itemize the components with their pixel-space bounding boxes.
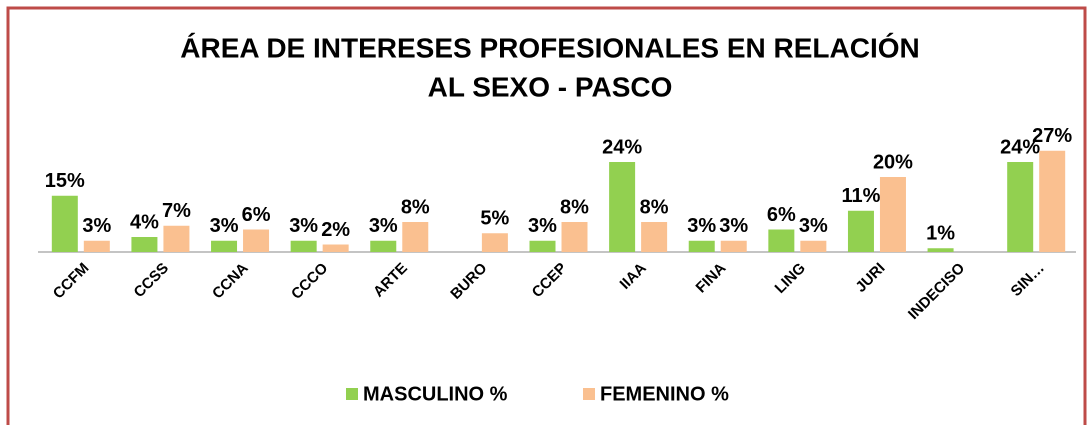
legend-swatch — [583, 388, 595, 400]
bar — [688, 240, 715, 252]
data-label: 20% — [873, 151, 913, 173]
bar — [243, 229, 270, 252]
data-label: 3% — [799, 215, 828, 237]
data-label: 8% — [560, 196, 589, 218]
data-label: 27% — [1032, 125, 1072, 147]
bar — [641, 222, 668, 252]
bar — [1007, 162, 1034, 252]
chart-title: ÁREA DE INTERESES PROFESIONALES EN RELAC… — [180, 32, 920, 63]
data-label: 24% — [602, 136, 642, 158]
bar — [83, 240, 110, 252]
bar — [481, 233, 508, 252]
data-label: 3% — [719, 215, 748, 237]
bar — [800, 240, 827, 252]
data-label: 6% — [767, 204, 796, 226]
bar — [322, 244, 349, 252]
data-label: 11% — [841, 185, 880, 207]
legend-label: FEMENINO % — [600, 383, 729, 405]
bar — [561, 222, 588, 252]
bar — [51, 195, 78, 252]
data-label: 1% — [926, 223, 955, 245]
bar — [131, 237, 158, 252]
legend-swatch — [346, 388, 358, 400]
bar — [290, 240, 317, 252]
data-label: 3% — [210, 215, 239, 237]
bar — [163, 225, 190, 252]
data-label: 15% — [45, 170, 85, 192]
bar — [370, 240, 397, 252]
bar — [720, 240, 747, 252]
data-label: 24% — [1000, 136, 1040, 158]
data-label: 3% — [82, 215, 111, 237]
chart-title: AL SEXO - PASCO — [428, 71, 673, 102]
bar — [847, 210, 874, 252]
bar — [402, 222, 429, 252]
legend-label: MASCULINO % — [363, 383, 508, 405]
data-label: 3% — [528, 215, 557, 237]
data-label: 8% — [640, 196, 669, 218]
data-label: 4% — [130, 211, 159, 233]
bar — [211, 240, 238, 252]
data-label: 3% — [289, 215, 318, 237]
data-label: 3% — [369, 215, 398, 237]
data-label: 7% — [162, 200, 191, 222]
data-label: 3% — [687, 215, 716, 237]
bar — [879, 177, 906, 252]
bar — [768, 229, 795, 252]
data-label: 6% — [242, 204, 271, 226]
bar — [609, 162, 636, 252]
bar — [927, 248, 954, 252]
bar — [529, 240, 556, 252]
bar — [1039, 150, 1066, 252]
data-label: 2% — [321, 219, 350, 241]
chart-border — [6, 6, 1087, 425]
data-label: 8% — [401, 196, 430, 218]
data-label: 5% — [480, 208, 509, 230]
